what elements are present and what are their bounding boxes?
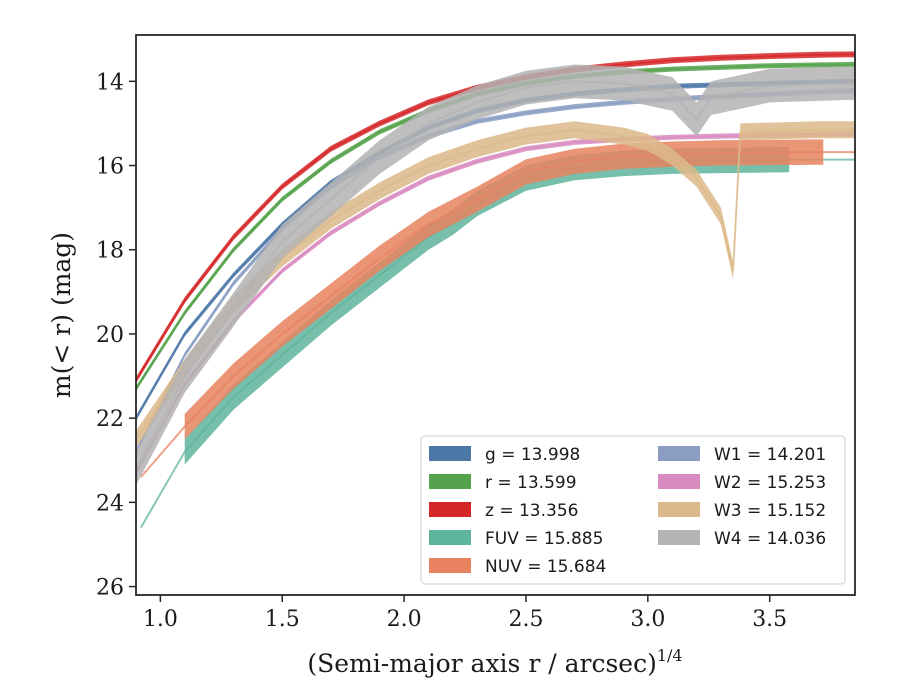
legend-swatch-z bbox=[429, 502, 471, 517]
x-axis-title-exponent: 1/4 bbox=[657, 646, 683, 665]
legend-label-nuv: NUV = 15.684 bbox=[485, 557, 606, 577]
legend-label-z: z = 13.356 bbox=[485, 501, 578, 521]
legend-label-w1: W1 = 14.201 bbox=[714, 445, 826, 465]
legend-swatch-w2 bbox=[658, 474, 700, 489]
legend-label-w4: W4 = 14.036 bbox=[714, 529, 826, 549]
legend-swatch-r bbox=[429, 474, 471, 489]
x-tick-label: 1.0 bbox=[143, 607, 178, 632]
legend: g = 13.998 r = 13.599 z = 13.356 FUV = 15.8… bbox=[420, 435, 846, 585]
legend-label-fuv: FUV = 15.885 bbox=[485, 529, 603, 549]
y-tick-label: 20 bbox=[96, 323, 124, 348]
y-axis: 14 16 18 20 22 24 26 bbox=[96, 70, 136, 601]
x-tick-label: 3.5 bbox=[752, 607, 787, 632]
series-line-w3 bbox=[136, 128, 855, 440]
series-line-w4 bbox=[136, 80, 855, 470]
legend-swatch-w1 bbox=[658, 446, 700, 461]
legend-label-w2: W2 = 15.253 bbox=[714, 473, 826, 493]
x-tick-label: 1.5 bbox=[265, 607, 300, 632]
y-axis-title: m(< r) (mag) bbox=[47, 232, 76, 398]
legend-label-r: r = 13.599 bbox=[485, 473, 577, 493]
y-tick-label: 18 bbox=[96, 239, 124, 264]
y-tick-label: 26 bbox=[96, 576, 124, 601]
series-layer bbox=[136, 51, 855, 529]
legend-swatch-w3 bbox=[658, 502, 700, 517]
x-axis-title-text: (Semi-major axis r / arcsec) bbox=[307, 649, 656, 678]
y-tick-label: 16 bbox=[96, 155, 124, 180]
series-line-nuv bbox=[140, 151, 855, 478]
plot-frame bbox=[135, 34, 856, 596]
legend-box bbox=[420, 435, 846, 585]
x-tick-label: 3.0 bbox=[630, 607, 665, 632]
y-tick-label: 14 bbox=[96, 70, 124, 95]
x-tick-label: 2.0 bbox=[387, 607, 422, 632]
legend-entries: g = 13.998 r = 13.599 z = 13.356 FUV = 15.8… bbox=[429, 445, 826, 577]
legend-label-g: g = 13.998 bbox=[485, 445, 580, 465]
y-tick-label: 22 bbox=[96, 407, 124, 432]
legend-swatch-w4 bbox=[658, 530, 700, 545]
legend-swatch-g bbox=[429, 446, 471, 461]
y-tick-label: 24 bbox=[96, 491, 124, 516]
legend-label-w3: W3 = 15.152 bbox=[714, 501, 826, 521]
legend-swatch-nuv bbox=[429, 558, 471, 573]
x-axis-title: (Semi-major axis r / arcsec)1/4 bbox=[307, 646, 682, 678]
series-band-fuv bbox=[184, 147, 790, 465]
legend-swatch-fuv bbox=[429, 530, 471, 545]
x-tick-label: 2.5 bbox=[508, 607, 543, 632]
x-axis: 1.0 1.5 2.0 2.5 3.0 3.5 bbox=[143, 595, 787, 632]
